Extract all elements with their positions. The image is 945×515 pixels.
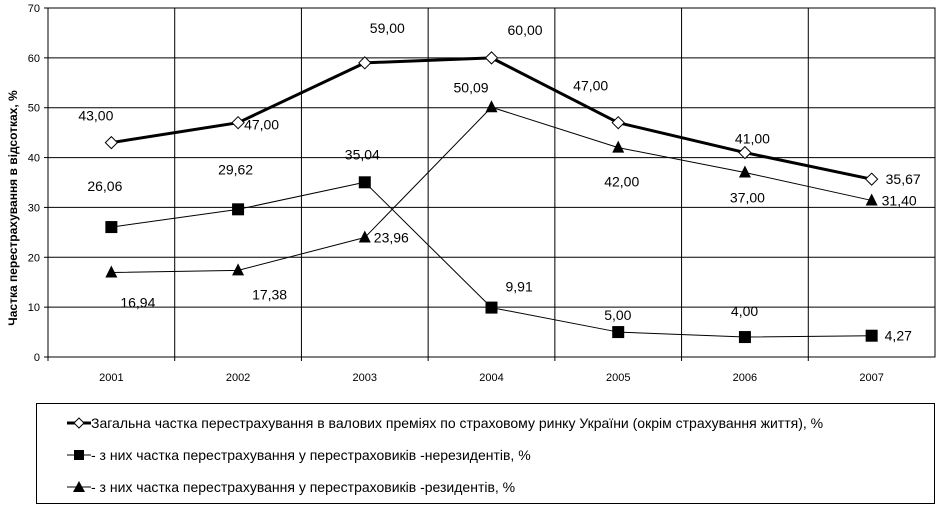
y-tick-label: 10 — [28, 302, 40, 314]
x-tick-label: 2002 — [226, 372, 250, 384]
plot-area — [47, 7, 936, 358]
x-tick-label: 2004 — [479, 372, 503, 384]
y-axis-label: Частка перестрахування в відсотках, % — [6, 90, 20, 326]
point-residents — [865, 193, 878, 206]
legend-item-total: Загальна частка перестрахування в валови… — [37, 413, 823, 433]
diamond-marker-icon — [67, 417, 91, 429]
point-total — [484, 51, 499, 65]
point-residents — [105, 265, 118, 278]
data-label-nonresidents: 9,91 — [506, 279, 533, 295]
legend-label-residents: - з них частка перестрахування у перестр… — [91, 479, 516, 495]
point-residents — [232, 263, 245, 276]
data-label-total: 35,67 — [886, 171, 921, 187]
point-total — [104, 135, 119, 150]
data-label-nonresidents: 4,27 — [885, 328, 912, 344]
x-tick-label: 2007 — [859, 372, 883, 384]
data-label-nonresidents: 26,06 — [87, 178, 122, 194]
y-tick-label: 20 — [28, 252, 40, 264]
point-total — [231, 115, 245, 130]
data-label-total: 47,00 — [573, 78, 608, 94]
y-tick-label: 50 — [28, 103, 40, 115]
point-nonresidents — [105, 221, 118, 234]
legend-label-nonresidents: - з них частка перестрахування у перестр… — [91, 447, 531, 463]
y-tick-label: 30 — [28, 202, 40, 214]
data-label-residents: 31,40 — [882, 192, 917, 208]
point-residents — [358, 230, 371, 243]
x-tick-label: 2005 — [606, 372, 630, 384]
data-label-total: 41,00 — [735, 131, 770, 147]
point-nonresidents — [485, 301, 498, 314]
point-total — [611, 115, 625, 130]
data-label-total: 47,00 — [244, 117, 279, 133]
point-total — [738, 145, 752, 160]
x-tick-label: 2001 — [99, 372, 123, 384]
data-label-residents: 17,38 — [252, 286, 287, 302]
line-chart: Частка перестрахування в відсотках, % 43… — [6, 3, 936, 384]
data-label-residents: 42,00 — [604, 174, 639, 190]
point-residents — [612, 140, 625, 153]
point-total — [864, 172, 879, 186]
point-nonresidents — [865, 329, 878, 342]
y-tick-label: 40 — [28, 153, 40, 165]
data-label-nonresidents: 35,04 — [345, 146, 380, 162]
point-nonresidents — [358, 176, 371, 189]
legend-item-residents: - з них частка перестрахування у перестр… — [37, 477, 515, 497]
data-label-nonresidents: 4,00 — [731, 303, 758, 319]
data-label-nonresidents: 5,00 — [604, 307, 631, 323]
legend-item-nonresidents: - з них частка перестрахування у перестр… — [37, 445, 531, 465]
data-label-residents: 16,94 — [120, 295, 155, 311]
legend: Загальна частка перестрахування в валови… — [36, 403, 935, 504]
data-label-nonresidents: 29,62 — [218, 161, 253, 177]
point-nonresidents — [232, 203, 245, 216]
data-label-total: 43,00 — [78, 108, 113, 124]
point-residents — [485, 100, 498, 113]
square-marker-icon — [67, 450, 91, 460]
data-label-residents: 37,00 — [730, 190, 765, 206]
data-label-residents: 50,09 — [454, 79, 489, 95]
legend-label-total: Загальна частка перестрахування в валови… — [91, 415, 824, 431]
y-tick-label: 60 — [28, 53, 40, 65]
point-nonresidents — [612, 326, 625, 339]
data-label-total: 60,00 — [508, 22, 543, 38]
data-label-residents: 23,96 — [374, 230, 409, 246]
point-total — [358, 56, 372, 70]
point-nonresidents — [738, 331, 751, 344]
point-residents — [738, 165, 751, 178]
data-label-total: 59,00 — [370, 20, 405, 36]
y-tick-label: 70 — [28, 3, 40, 15]
x-tick-label: 2006 — [733, 372, 757, 384]
y-tick-label: 0 — [34, 352, 40, 364]
triangle-marker-icon — [67, 481, 91, 492]
x-tick-label: 2003 — [353, 372, 377, 384]
